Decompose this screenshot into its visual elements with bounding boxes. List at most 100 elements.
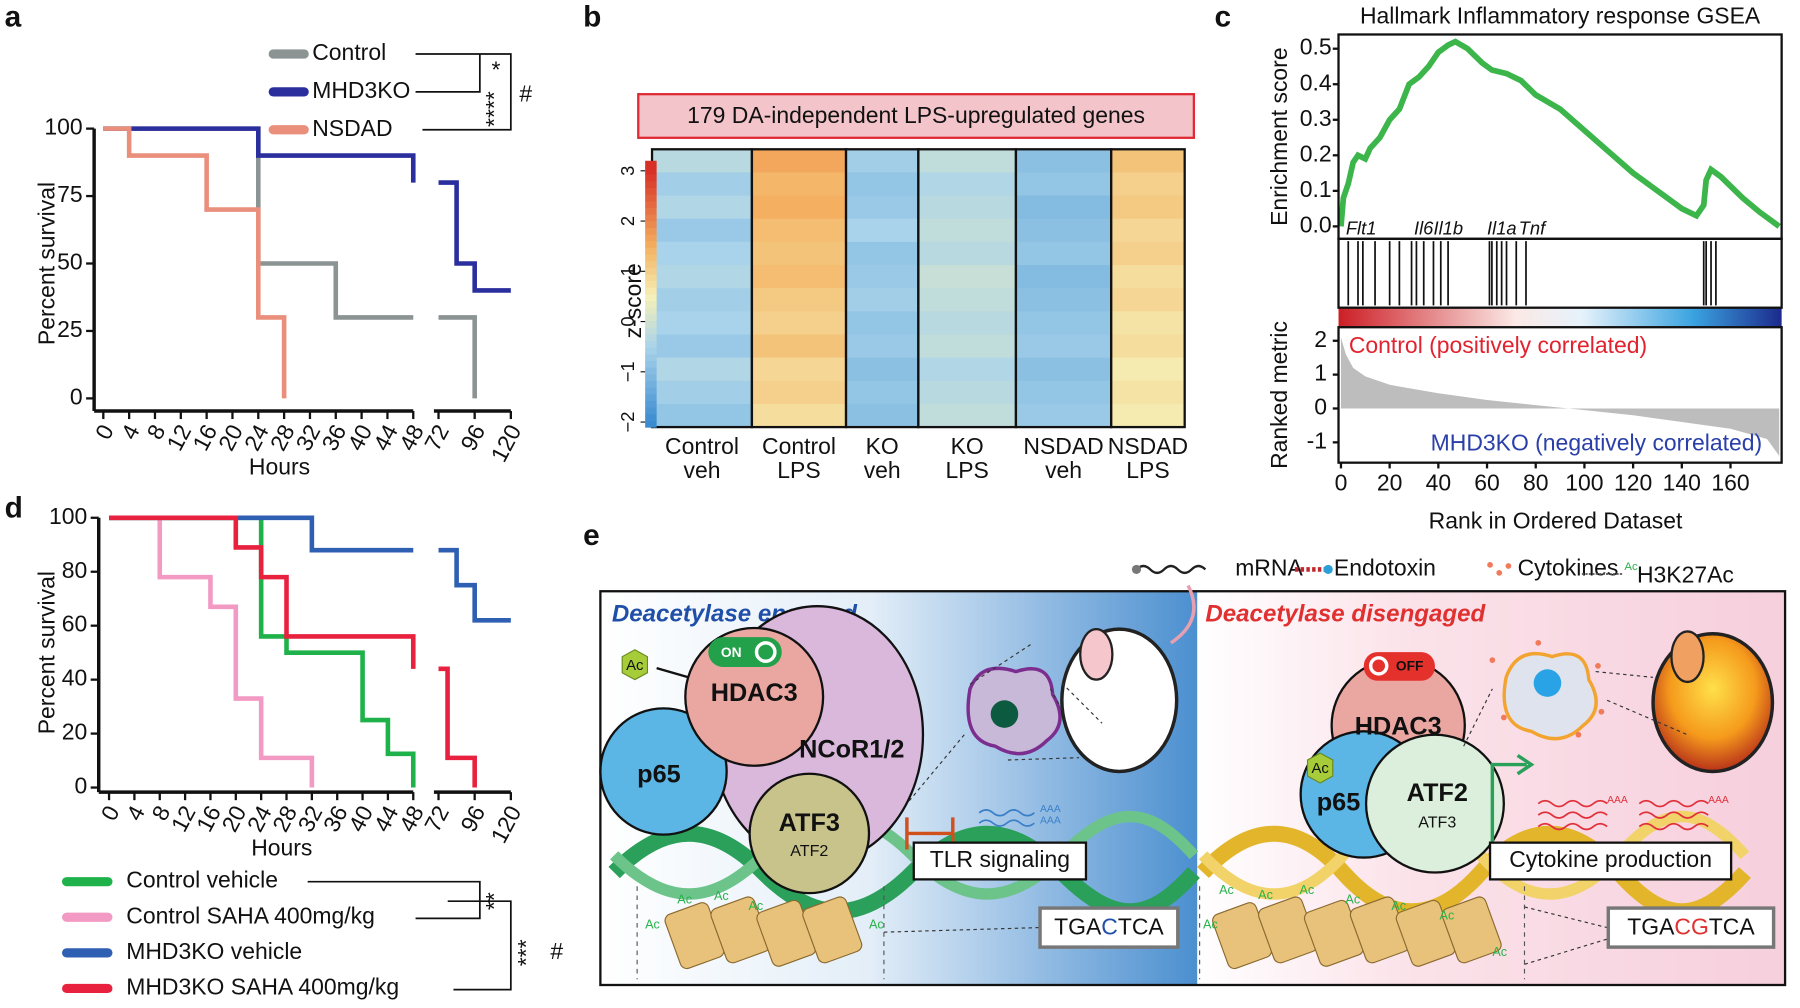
colorbar-segment bbox=[645, 333, 657, 342]
legend-text: Endotoxin bbox=[1334, 554, 1436, 580]
colorbar-label: z-score bbox=[620, 263, 646, 338]
plot-frame bbox=[1337, 33, 1783, 240]
y-tick-label: 60 bbox=[62, 611, 88, 637]
heat-cell bbox=[1015, 288, 1112, 312]
shape bbox=[1505, 563, 1512, 569]
ac-label: Ac bbox=[1258, 888, 1273, 902]
legend-text: Cytokines bbox=[1518, 554, 1619, 580]
heat-cell bbox=[918, 218, 1016, 243]
y-tick-label: 75 bbox=[57, 181, 83, 207]
heat-cell bbox=[918, 265, 1016, 289]
legend-label: NSDAD bbox=[312, 115, 392, 141]
y-tick-label: 0 bbox=[74, 773, 87, 799]
heatmap-title: 179 DA-independent LPS-upregulated genes bbox=[687, 102, 1145, 128]
heat-cell bbox=[1015, 334, 1112, 359]
significance: # bbox=[550, 938, 563, 964]
heat-cell bbox=[751, 172, 847, 197]
significance: # bbox=[519, 80, 532, 106]
protein-sublabel: ATF2 bbox=[790, 842, 828, 860]
legend-label: Control vehicle bbox=[126, 867, 278, 893]
y-tick-label: 100 bbox=[49, 503, 87, 529]
switch-label: ON bbox=[721, 645, 742, 660]
heat-cell bbox=[652, 149, 752, 174]
heat-cell bbox=[846, 172, 919, 197]
heat-cell bbox=[846, 380, 919, 405]
colorbar-segment bbox=[645, 174, 657, 182]
ac-hexagon bbox=[621, 649, 649, 681]
cytokines bbox=[1489, 640, 1605, 738]
legend-label: MHD3KO SAHA 400mg/kg bbox=[126, 974, 399, 1000]
column-label: LPS bbox=[777, 457, 820, 483]
atf3 bbox=[748, 772, 871, 895]
heat-cell bbox=[918, 241, 1016, 266]
survival-curve bbox=[103, 126, 511, 293]
nucleosome bbox=[1212, 896, 1502, 970]
x-tick-label: 96 bbox=[455, 801, 490, 836]
motif-part: CG bbox=[1674, 914, 1708, 940]
protein-sublabel: ATF3 bbox=[1418, 813, 1456, 831]
colorbar-tick-label: 1 bbox=[617, 266, 638, 276]
y-tick-label: 40 bbox=[62, 665, 88, 691]
heat-cell bbox=[751, 218, 847, 243]
gene-label: Il6 bbox=[1414, 217, 1434, 238]
switch-knob bbox=[754, 641, 777, 663]
ac-label: Ac bbox=[869, 918, 884, 932]
colorbar-segment bbox=[645, 247, 657, 255]
heat-cell bbox=[918, 403, 1016, 428]
colorbar-segment bbox=[645, 194, 657, 202]
column-label: veh bbox=[1045, 457, 1082, 483]
column-label: LPS bbox=[945, 457, 988, 483]
heat-cell bbox=[918, 357, 1016, 382]
x-tick-label: 40 bbox=[1426, 470, 1452, 496]
bracket-line bbox=[636, 886, 885, 980]
polya-label: AAA bbox=[1607, 795, 1628, 806]
mrna bbox=[978, 809, 1035, 827]
y-axis-label: Percent survival bbox=[33, 182, 59, 345]
plot-frame bbox=[1337, 326, 1783, 464]
colorbar-segment bbox=[645, 360, 657, 368]
ac-label: Ac bbox=[1203, 918, 1218, 932]
heat-cell bbox=[751, 265, 847, 289]
x-tick-label: 160 bbox=[1711, 470, 1749, 496]
ac-label: Ac bbox=[626, 657, 644, 674]
colorbar-segment bbox=[645, 227, 657, 235]
shape bbox=[1500, 714, 1507, 721]
x-axis-label: Hours bbox=[249, 453, 310, 479]
atf2 bbox=[1364, 733, 1505, 874]
survival-curve bbox=[109, 515, 416, 788]
heat-cell bbox=[846, 288, 919, 312]
heat-cell bbox=[652, 311, 752, 336]
heat-cell bbox=[751, 195, 847, 220]
y2-tick-label: -1 bbox=[1307, 427, 1327, 453]
gene-label: Flt1 bbox=[1346, 217, 1377, 238]
y-tick-label: 80 bbox=[62, 557, 88, 583]
ac-labels: Ac Ac Ac Ac Ac bbox=[645, 889, 884, 932]
colorbar-tick-label: 0 bbox=[617, 316, 638, 326]
colorbar-segment bbox=[645, 180, 657, 188]
bracket bbox=[307, 880, 512, 991]
heat-cell bbox=[1015, 403, 1112, 428]
panel-label: d bbox=[5, 492, 23, 525]
heat-cell bbox=[652, 195, 752, 220]
mrna-icon bbox=[1131, 564, 1142, 575]
connector bbox=[1463, 671, 1688, 747]
enrichment-curve bbox=[1338, 38, 1781, 229]
mouse bbox=[1060, 627, 1179, 774]
bracket bbox=[415, 53, 512, 131]
x-tick-label: 120 bbox=[485, 420, 526, 466]
heat-cell bbox=[1111, 403, 1185, 428]
ac-hexagon bbox=[1306, 752, 1334, 784]
gene-label: Il1a bbox=[1487, 217, 1517, 238]
y-tick-label: 0.3 bbox=[1300, 105, 1332, 131]
nucleus bbox=[990, 700, 1019, 728]
ac-label: Ac bbox=[1345, 892, 1360, 906]
heat-cell bbox=[751, 334, 847, 359]
heat-cell bbox=[1015, 265, 1112, 289]
panel-label: a bbox=[5, 0, 22, 33]
arrow bbox=[656, 667, 690, 679]
heat-cell bbox=[652, 334, 752, 359]
colorbar-segment bbox=[645, 167, 657, 175]
ac-label: Ac bbox=[1492, 945, 1507, 959]
shape bbox=[1496, 570, 1503, 576]
heat-cell bbox=[1111, 265, 1185, 289]
